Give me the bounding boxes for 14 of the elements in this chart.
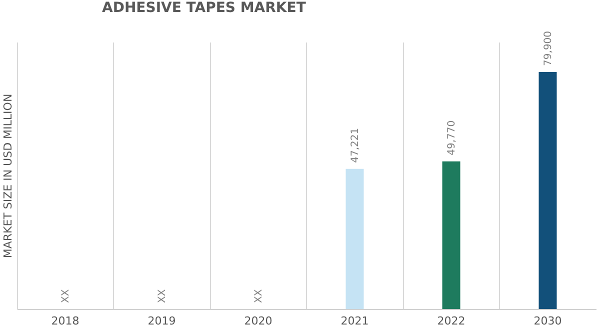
x-tick-label: 2022 bbox=[437, 314, 466, 328]
x-tick-label: 2018 bbox=[51, 314, 80, 328]
chart-title: ADHESIVE TAPES MARKET bbox=[102, 0, 306, 16]
x-tick-label: 2020 bbox=[244, 314, 272, 328]
text: XX bbox=[253, 289, 264, 303]
data-label: 49,770 bbox=[446, 120, 458, 156]
x-tick-label: 2030 bbox=[534, 314, 562, 328]
text: XX bbox=[60, 289, 72, 303]
text: XX bbox=[156, 289, 168, 303]
x-tick-label: 2021 bbox=[340, 314, 369, 328]
data-label: 79,900 bbox=[542, 30, 554, 66]
data-label: 47,221 bbox=[350, 128, 361, 163]
x-tick-label: 2019 bbox=[148, 314, 176, 328]
y-axis-title: MARKET SIZE IN USD MILLION bbox=[2, 94, 14, 258]
